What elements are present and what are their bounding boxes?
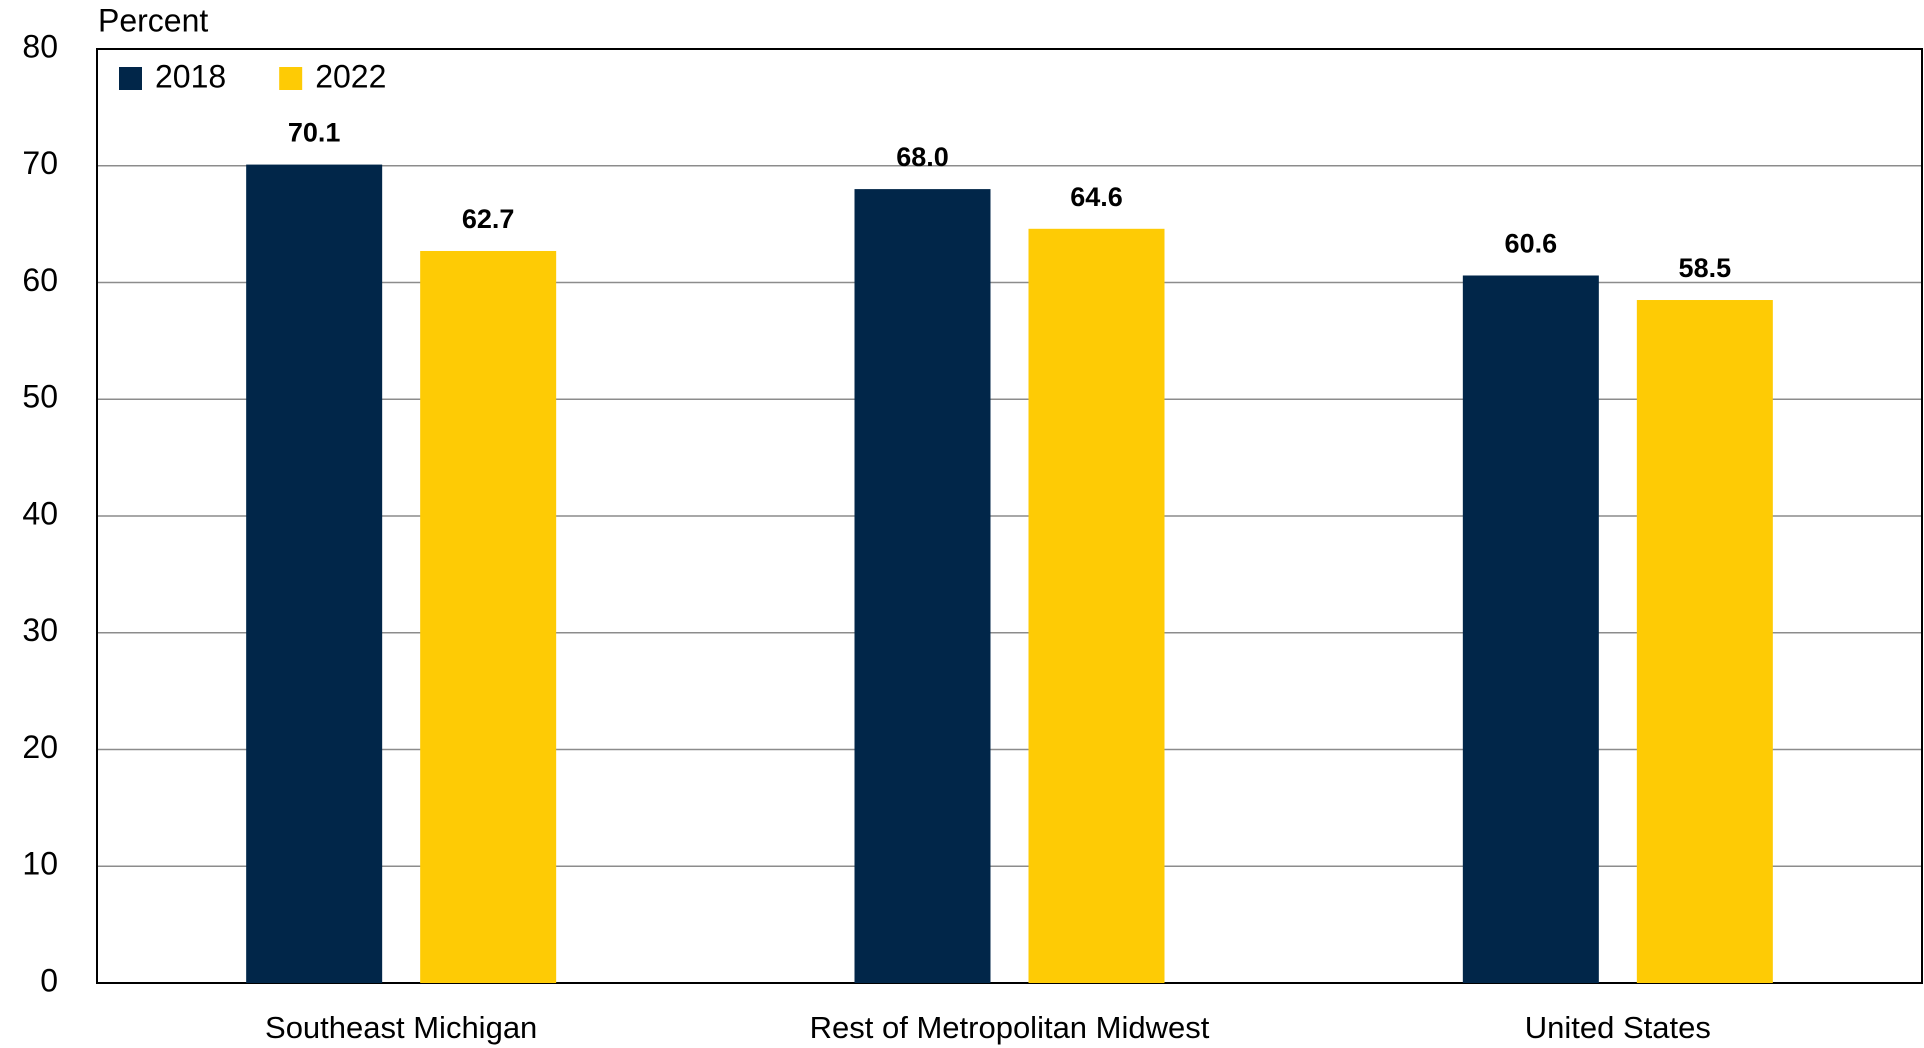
value-label: 64.6 (1070, 182, 1123, 212)
bar (420, 250, 557, 984)
y-tick-label: 0 (40, 962, 58, 998)
y-tick-label: 80 (22, 28, 58, 64)
y-tick-label: 40 (22, 495, 58, 531)
bar (1636, 300, 1773, 983)
y-tick-label: 70 (22, 145, 58, 181)
legend-swatch (119, 67, 142, 90)
y-axis-label: Percent (98, 2, 208, 38)
legend-swatch (279, 67, 303, 90)
x-tick-label: Southeast Michigan (265, 1010, 537, 1045)
value-label: 70.1 (288, 118, 341, 148)
value-label: 68.0 (896, 142, 949, 172)
y-tick-label: 50 (22, 379, 58, 415)
bar (1028, 228, 1165, 984)
y-tick-label: 60 (22, 262, 58, 298)
bar (854, 189, 991, 984)
value-label: 58.5 (1679, 253, 1732, 283)
plot-frame (96, 48, 1923, 984)
y-tick-label: 20 (22, 729, 58, 765)
y-tick-label: 30 (22, 612, 58, 648)
x-tick-label: Rest of Metropolitan Midwest (810, 1010, 1210, 1045)
legend-label: 2022 (315, 58, 386, 94)
value-label: 62.7 (462, 204, 515, 234)
bar (1462, 275, 1599, 983)
x-tick-label: United States (1525, 1010, 1711, 1045)
legend-label: 2018 (155, 58, 226, 94)
bar (246, 164, 383, 983)
value-label: 60.6 (1505, 229, 1558, 259)
y-tick-label: 10 (22, 846, 58, 882)
